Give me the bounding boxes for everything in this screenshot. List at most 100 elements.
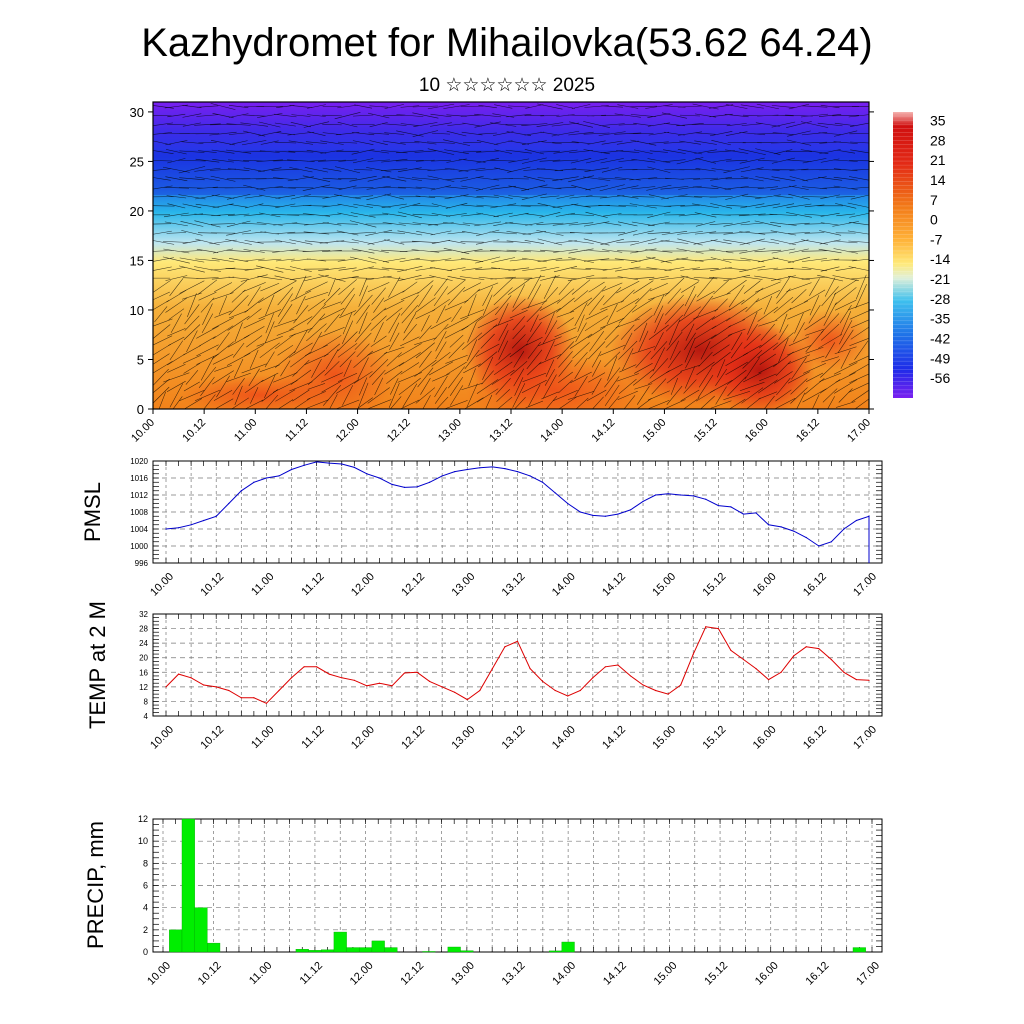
x-tick-label: 11.12	[298, 960, 325, 987]
x-tick-label: 17.00	[854, 960, 882, 988]
cs-y-tick-label: 15	[130, 253, 144, 268]
cs-x-tick-label: 16.00	[743, 417, 771, 445]
precip-bar	[371, 940, 385, 953]
y-tick-label: 6	[143, 881, 148, 891]
x-tick-label: 16.12	[804, 960, 832, 988]
temp-point	[642, 684, 644, 686]
temp-point	[868, 679, 870, 681]
wind-row-24	[153, 184, 869, 192]
temp-point	[755, 668, 757, 670]
pmsl-panel: 996 1000 1004 1008 1012 1016 1020 10.00 10.12 11.…	[80, 457, 883, 599]
pmsl-point	[730, 506, 732, 508]
plot-frame	[152, 460, 883, 564]
temp-point	[454, 691, 456, 693]
temp-point	[416, 671, 418, 673]
wind-row-5	[153, 347, 869, 372]
precip-axis-label: PRECIP, mm	[83, 821, 108, 949]
wind-row-27	[153, 157, 869, 165]
pmsl-point	[654, 494, 657, 496]
x-tick-label: 15.12	[701, 724, 729, 752]
wind-row-20	[153, 220, 869, 228]
temp-point	[730, 649, 732, 652]
x-tick-label: 10.00	[145, 960, 173, 988]
cs-x-tick-label: 15.12	[692, 417, 720, 445]
pmsl-point	[642, 500, 644, 502]
wind-row-8	[153, 319, 869, 346]
cs-x-tick-label: 11.12	[283, 417, 310, 444]
y-tick-label: 1000	[130, 542, 148, 551]
pmsl-point	[215, 515, 217, 517]
cs-x-tick-label: 11.00	[232, 417, 259, 444]
pmsl-plot: 996 1000 1004 1008 1012 1016 1020 10.00 10.12 11.…	[130, 457, 883, 599]
colorbar-label: -35	[930, 311, 950, 327]
pmsl-point	[316, 461, 318, 463]
colorbar-bands	[893, 115, 913, 395]
pmsl-point	[504, 468, 506, 470]
temp-point	[780, 671, 782, 673]
wind-row-32	[153, 112, 869, 120]
temp-point	[818, 648, 820, 650]
temp-point	[353, 679, 355, 681]
temp-point	[203, 684, 205, 686]
temp-point	[504, 646, 506, 648]
pmsl-point	[516, 471, 519, 473]
pmsl-point	[592, 514, 594, 517]
wind-row-25	[153, 175, 869, 183]
precip-bar	[333, 931, 347, 953]
y-tick-label: 8	[144, 697, 149, 706]
cs-y-tick-label: 0	[137, 402, 144, 417]
cs-x-tick-label: 14.00	[538, 417, 566, 445]
x-tick-label: 13.12	[500, 571, 528, 599]
pmsl-point	[604, 515, 606, 517]
wind-row-7	[153, 329, 869, 354]
temp-point	[542, 680, 544, 682]
pmsl-point	[165, 528, 167, 530]
temp-point	[466, 699, 468, 701]
pmsl-point	[341, 463, 343, 465]
y-tick-label: 2	[143, 925, 148, 935]
wind-row-26	[153, 166, 869, 174]
cs-x-tick-label: 10.00	[129, 417, 157, 445]
pmsl-point	[290, 468, 293, 471]
wind-row-22	[153, 202, 869, 209]
precip-bar	[194, 907, 208, 953]
x-tick-label: 14.12	[600, 724, 628, 752]
temp-point	[366, 685, 368, 687]
pmsl-point	[805, 536, 807, 539]
temp-point	[567, 695, 569, 697]
x-tick-label: 11.00	[249, 571, 276, 598]
precip-bar	[295, 949, 309, 953]
pmsl-axis-label: PMSL	[80, 482, 105, 542]
wind-row-21	[153, 211, 869, 219]
wind-row-30	[153, 130, 869, 137]
wind-row-33	[153, 103, 869, 110]
pmsl-point	[855, 519, 858, 522]
cross-section-panel: 10.00 10.12 11.00 11.12 12.00 12.12 13.00 13.12…	[129, 101, 874, 445]
temp-point	[215, 686, 217, 688]
wind-row-4	[153, 355, 869, 381]
precip-bar	[321, 949, 335, 953]
wind-row-3	[153, 366, 869, 389]
x-tick-label: 10.12	[196, 960, 224, 988]
y-tick-label: 10	[138, 836, 148, 846]
pmsl-point	[554, 492, 556, 494]
y-tick-label: 1008	[130, 508, 148, 517]
pmsl-point	[780, 526, 782, 528]
pmsl-point	[579, 511, 581, 513]
temp-point	[403, 672, 406, 674]
pmsl-point	[441, 475, 443, 477]
pmsl-point	[203, 519, 205, 522]
temp-point	[265, 702, 268, 704]
temp-point	[165, 686, 167, 688]
x-tick-label: 13.00	[449, 960, 477, 988]
cs-y-tick-label: 25	[130, 154, 144, 169]
pmsl-point	[240, 490, 242, 492]
temp-point	[177, 673, 180, 675]
temp-point	[516, 640, 519, 642]
temp-point	[190, 677, 192, 679]
y-tick-label: 20	[139, 654, 148, 663]
y-tick-label: 4	[143, 903, 148, 913]
wind-row-11	[153, 292, 869, 318]
pmsl-point	[353, 466, 355, 468]
temp-point	[316, 666, 318, 668]
